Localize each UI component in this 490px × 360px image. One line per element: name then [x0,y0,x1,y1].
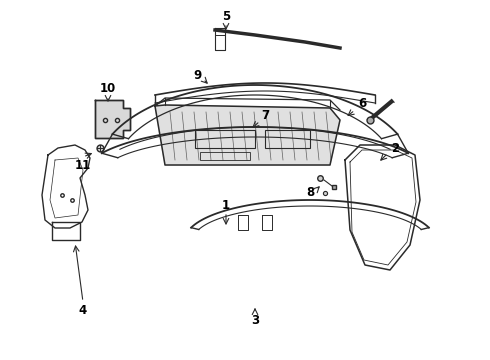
Text: 3: 3 [251,314,259,327]
Text: 5: 5 [222,9,230,23]
Bar [200,152,250,160]
Polygon shape [95,100,130,138]
Text: 1: 1 [222,198,230,212]
Text: 9: 9 [193,68,201,81]
Text: 4: 4 [79,303,87,316]
Text: 6: 6 [358,96,366,109]
Text: 2: 2 [391,141,399,154]
Polygon shape [155,105,340,165]
Text: 11: 11 [75,158,91,171]
Text: 10: 10 [100,81,116,95]
Bar [195,130,255,148]
Text: 8: 8 [306,185,314,198]
Text: 7: 7 [261,108,269,122]
Bar [265,130,310,148]
